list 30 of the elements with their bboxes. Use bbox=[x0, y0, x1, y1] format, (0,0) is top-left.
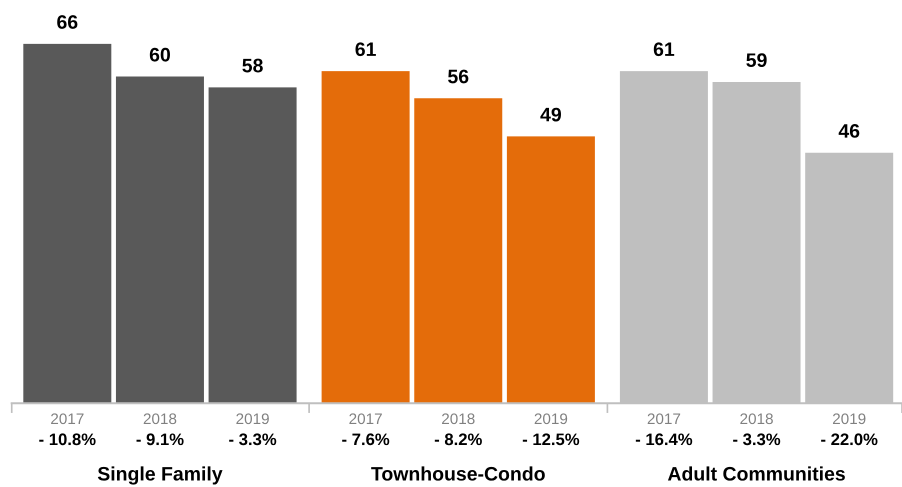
text: - 7.6% bbox=[342, 433, 390, 446]
data-label: 56 bbox=[448, 70, 468, 84]
x-tick-label: 2017 bbox=[51, 413, 84, 424]
x-tick-label: 2018 bbox=[442, 413, 475, 424]
data-label: 60 bbox=[150, 48, 170, 62]
text: - 22.0% bbox=[821, 433, 878, 446]
data-label: 59 bbox=[746, 53, 767, 68]
data-label: 61 bbox=[654, 42, 674, 56]
x-tick-label: 2017 bbox=[349, 413, 382, 424]
x-tick-label: 2018 bbox=[144, 413, 176, 424]
x-tick-label: 2019 bbox=[236, 413, 269, 424]
x-tick-label: 2019 bbox=[534, 413, 568, 424]
text: - 9.1% bbox=[136, 433, 184, 446]
text: Townhouse-Condo bbox=[371, 466, 545, 481]
data-label: 58 bbox=[242, 58, 263, 72]
text: - 10.8% bbox=[39, 433, 96, 446]
data-label: 49 bbox=[540, 108, 561, 122]
x-tick-label: 2019 bbox=[832, 413, 866, 424]
data-label: 61 bbox=[356, 42, 376, 56]
text: - 8.2% bbox=[434, 433, 482, 446]
text: - 3.3% bbox=[733, 433, 780, 446]
text: - 16.4% bbox=[636, 433, 692, 446]
text: - 12.5% bbox=[522, 433, 580, 446]
data-label: 66 bbox=[57, 15, 78, 29]
x-tick-label: 2018 bbox=[740, 413, 773, 424]
data-label: 46 bbox=[838, 124, 860, 138]
x-tick-label: 2017 bbox=[648, 413, 680, 424]
text: Single Family bbox=[98, 466, 223, 485]
text: - 3.3% bbox=[229, 433, 276, 446]
text: Adult Communities bbox=[668, 466, 845, 481]
